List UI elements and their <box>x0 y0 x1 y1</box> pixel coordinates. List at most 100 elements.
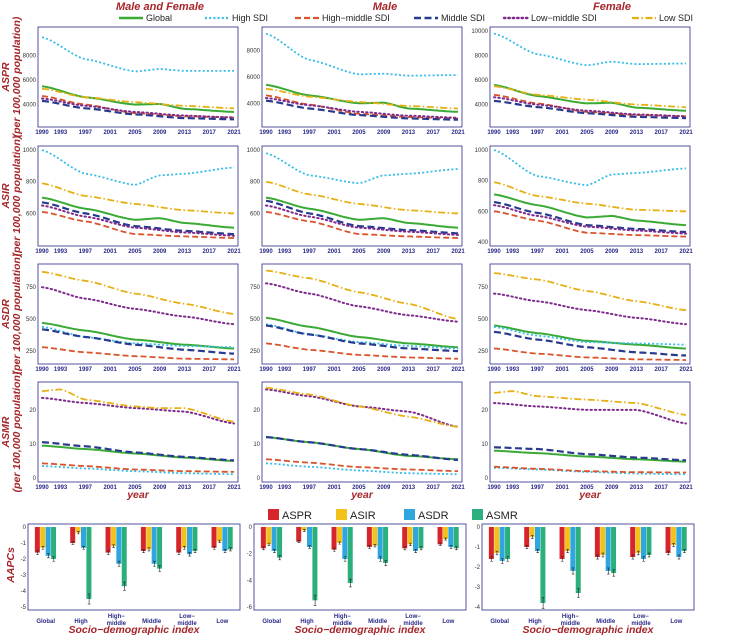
error-bar <box>147 547 151 552</box>
x-tick-label: 2017 <box>427 249 441 255</box>
x-tick-label: 2009 <box>153 485 167 491</box>
bar-asmr <box>383 527 389 563</box>
error-bar <box>672 543 675 547</box>
x-axis-title: year <box>350 489 374 501</box>
y-tick-label: 400 <box>478 240 489 246</box>
bar-asdr <box>448 527 454 547</box>
line-panel-asir-female: 400 600 800 1000 1990 1993 1997 2001 2005 2009 201… <box>475 145 693 255</box>
x-tick-label: 2017 <box>655 367 669 373</box>
error-bar <box>36 550 39 555</box>
category-label: Middle <box>142 619 162 625</box>
bar-asmr <box>611 527 617 573</box>
plot-frame <box>27 523 241 611</box>
y-tick-label: 20 <box>253 408 260 414</box>
bar-aspr <box>296 527 302 542</box>
line-panel-aspr-female: 4000 6000 8000 10000 1990 1993 1997 2001 2005 200… <box>471 26 693 136</box>
series-line-middle-sdi <box>493 201 687 234</box>
x-tick-label: 2013 <box>402 130 416 136</box>
plot-frame <box>489 26 691 128</box>
series-line-low-sdi <box>41 388 235 423</box>
line-legend: Global High SDI High−middle SDI Middle SDI L… <box>119 13 693 23</box>
y-tick-label: 1000 <box>475 148 489 154</box>
error-bar <box>501 558 504 564</box>
series-line-high-middle-sdi <box>265 458 459 473</box>
category-label: Low <box>442 619 454 625</box>
y-tick-label: 10 <box>481 442 488 448</box>
y-tick-label: 800 <box>250 180 261 186</box>
bar-asdr <box>499 527 505 561</box>
x-tick-label: 2005 <box>128 485 142 491</box>
bar-asmr <box>505 527 511 559</box>
series-line-low-sdi <box>493 181 686 213</box>
series-line-global <box>41 321 235 350</box>
x-axis-title: year <box>578 489 602 501</box>
series-line-high-middle-sdi <box>493 347 686 361</box>
category-label: High <box>74 619 88 625</box>
series-line-high-middle-sdi <box>493 210 686 238</box>
error-bar <box>87 593 91 605</box>
bar-aspr <box>176 527 182 553</box>
series-line-middle-sdi <box>493 330 687 357</box>
y-tick-label: 500 <box>478 317 489 323</box>
plot-frame <box>489 145 691 247</box>
x-tick-label: 1997 <box>303 485 317 491</box>
error-bar <box>596 554 599 560</box>
series-line-low-sdi <box>41 87 235 110</box>
bar-asdr <box>151 527 157 564</box>
bar-aspr <box>140 527 146 551</box>
row-labels: ASPR (per 100,000 population)ASIR (per 100… <box>0 16 23 492</box>
series-line-low-sdi <box>265 269 459 320</box>
error-bar <box>525 545 529 549</box>
x-tick-label: 1990 <box>487 485 501 491</box>
line-panel-asmr-male-and-female: 0 10 20 1990 1993 1997 2001 2005 2009 2013 2017 202… <box>29 381 241 501</box>
x-tick-label: 2009 <box>153 130 167 136</box>
y-tick-label: 10000 <box>471 29 488 35</box>
series-line-high-sdi <box>265 32 459 77</box>
x-tick-label: 1993 <box>54 130 68 136</box>
line-panel-asdr-male-and-female: 250 500 750 1990 1993 1997 2001 2005 2009 2013 201… <box>26 263 241 373</box>
x-tick-label: 1997 <box>79 130 93 136</box>
series-line-low-middle-sdi <box>493 96 687 118</box>
x-tick-label: 2009 <box>605 485 619 491</box>
y-tick-label: 4000 <box>475 103 489 109</box>
series-line-high-middle-sdi <box>41 95 235 119</box>
x-tick-label: 1997 <box>79 485 93 491</box>
x-tick-label: 2017 <box>427 130 441 136</box>
error-bar <box>409 542 412 546</box>
y-tick-label: 750 <box>250 285 261 291</box>
bar-asir <box>600 527 606 555</box>
x-axis-title: Socio−demographic index <box>523 624 655 636</box>
y-tick-label: 600 <box>478 209 489 215</box>
y-tick-label: 250 <box>478 349 489 355</box>
bar-aspr <box>665 527 671 553</box>
x-tick-label: 2021 <box>679 485 693 491</box>
x-tick-label: 2001 <box>555 367 569 373</box>
row-unit-asdr: (per 100,000 population) <box>11 253 23 374</box>
error-bar <box>183 546 186 550</box>
error-bar <box>41 546 45 550</box>
x-axis-title: Socio−demographic index <box>295 624 427 636</box>
bar-aspr <box>105 527 111 553</box>
bar-asdr <box>570 527 576 571</box>
x-tick-label: 2017 <box>203 367 217 373</box>
series-line-low-sdi <box>41 182 235 215</box>
line-panel-asdr-male: 250 500 750 1990 1993 1997 2001 2005 2009 2013 201… <box>250 263 465 373</box>
x-tick-label: 1993 <box>278 130 292 136</box>
error-bar <box>438 542 442 546</box>
legend-swatch-asmr <box>472 509 483 520</box>
x-tick-label: 2021 <box>227 249 241 255</box>
x-tick-label: 1993 <box>54 367 68 373</box>
category-label: Global <box>262 619 281 625</box>
x-tick-label: 1990 <box>259 249 273 255</box>
legend-swatch-asdr <box>404 509 415 520</box>
y-tick-label: -5 <box>21 605 27 611</box>
error-bar <box>577 588 580 598</box>
error-bar <box>414 549 417 553</box>
error-bar <box>297 540 301 544</box>
series-line-high-sdi <box>493 32 686 67</box>
x-tick-label: 1997 <box>303 367 317 373</box>
bar-legend: ASPR ASIR ASDR ASMR <box>268 509 518 522</box>
x-tick-label: 2005 <box>580 249 594 255</box>
series-line-high-middle-sdi <box>265 94 458 120</box>
category-label: Low− <box>405 614 421 620</box>
